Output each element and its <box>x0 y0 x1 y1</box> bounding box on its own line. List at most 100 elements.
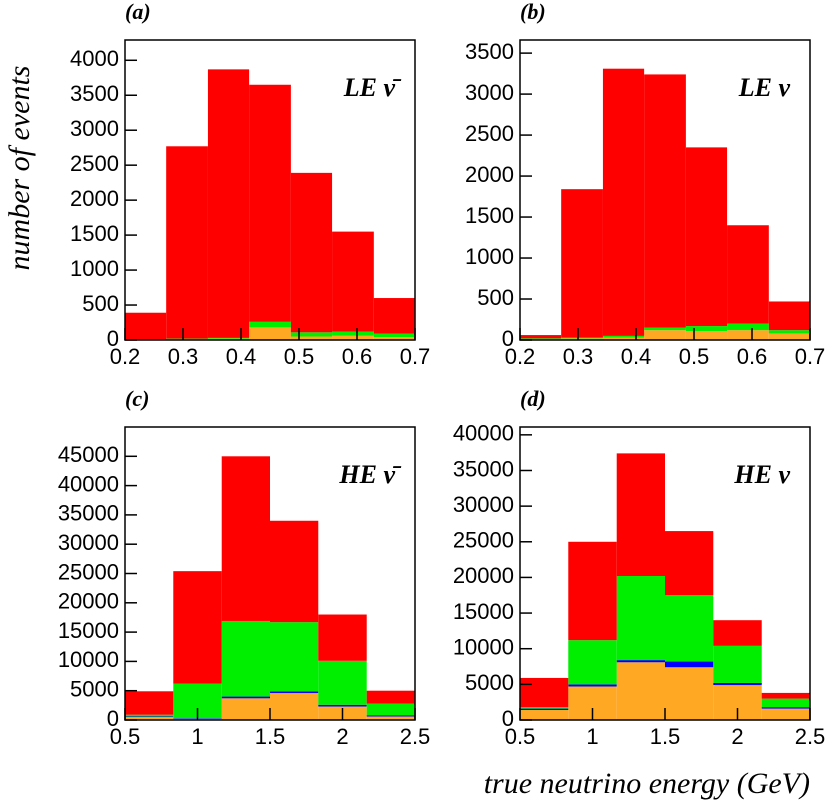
y-tick-label: 20000 <box>453 563 514 588</box>
histogram-bar <box>207 337 250 339</box>
x-tick-label: 0.4 <box>226 344 257 369</box>
y-tick-label: 25000 <box>58 559 119 584</box>
x-tick-label: 0.5 <box>110 724 141 749</box>
histogram-bar <box>373 333 415 338</box>
y-tick-label: 25000 <box>453 528 514 553</box>
annotation: LE ν̄ <box>343 73 402 102</box>
x-tick-label: 0.5 <box>284 344 315 369</box>
histogram-bar <box>290 172 333 333</box>
y-tick-label: 45000 <box>58 442 119 467</box>
x-tick-label: 0.2 <box>505 344 536 369</box>
histogram-bar <box>768 333 810 340</box>
histogram-bar <box>318 704 367 707</box>
x-tick-label: 1 <box>191 724 203 749</box>
histogram-bar <box>249 327 291 340</box>
y-tick-label: 10000 <box>58 647 119 672</box>
x-tick-label: 0.2 <box>110 344 141 369</box>
x-tick-label: 0.6 <box>342 344 373 369</box>
annotation: HE ν̄ <box>338 460 402 489</box>
histogram-bar <box>125 691 174 715</box>
y-tick-label: 1500 <box>70 221 119 246</box>
histogram-bar <box>761 708 810 720</box>
y-tick-label: 20000 <box>58 589 119 614</box>
histogram-bar <box>366 715 415 717</box>
histogram-bar <box>221 456 270 621</box>
y-tick-label: 1500 <box>465 203 514 228</box>
y-tick-label: 2000 <box>70 186 119 211</box>
histogram-bar <box>290 332 333 337</box>
histogram-bar <box>761 707 810 709</box>
y-tick-label: 15000 <box>58 618 119 643</box>
y-tick-label: 40000 <box>453 421 514 446</box>
x-tick-label: 0.5 <box>679 344 710 369</box>
histogram-bar <box>768 330 810 334</box>
histogram-bar <box>366 716 415 720</box>
y-tick-label: 1000 <box>465 244 514 269</box>
histogram-bar <box>568 541 617 641</box>
histogram-bar <box>713 645 762 683</box>
y-tick-label: 40000 <box>58 471 119 496</box>
x-tick-label: 1 <box>586 724 598 749</box>
histogram-bar <box>520 335 562 339</box>
histogram-bar <box>644 330 686 340</box>
histogram-bar <box>727 225 769 324</box>
histogram-bar <box>644 327 686 331</box>
histogram-bar <box>173 571 222 684</box>
histogram-bar <box>520 677 569 708</box>
y-tick-label: 35000 <box>453 456 514 481</box>
histogram-bar <box>665 667 714 720</box>
histogram-bar <box>270 693 319 720</box>
histogram-bar <box>166 146 208 339</box>
panel-title: (a) <box>125 0 151 24</box>
histogram-bar <box>665 531 714 596</box>
histogram-bar <box>318 660 367 705</box>
x-tick-label: 2.5 <box>795 724 826 749</box>
y-tick-label: 15000 <box>453 599 514 624</box>
histogram-bar <box>318 614 367 661</box>
y-tick-label: 3000 <box>465 80 514 105</box>
x-tick-label: 2.5 <box>400 724 431 749</box>
histogram-bar <box>249 84 291 322</box>
histogram-bar <box>616 575 665 661</box>
y-tick-label: 4000 <box>70 46 119 71</box>
histogram-bar <box>221 698 270 720</box>
y-tick-label: 5000 <box>465 670 514 695</box>
histogram-bar <box>602 335 645 338</box>
x-tick-label: 0.7 <box>400 344 431 369</box>
histogram-bar <box>685 147 728 327</box>
histogram-bar <box>761 698 810 708</box>
histogram-bar <box>125 717 174 720</box>
histogram-bar <box>561 189 603 338</box>
x-tick-label: 0.4 <box>621 344 652 369</box>
panel-title: (c) <box>125 386 149 411</box>
x-tick-label: 0.5 <box>505 724 536 749</box>
y-tick-label: 2500 <box>465 121 514 146</box>
histogram-bar <box>644 74 686 328</box>
plot-frame <box>519 39 811 341</box>
y-tick-label: 3500 <box>70 81 119 106</box>
histogram-bar <box>520 710 569 720</box>
x-tick-label: 0.3 <box>563 344 594 369</box>
x-tick-label: 1.5 <box>650 724 681 749</box>
histogram-bar <box>366 703 415 716</box>
histogram-bar <box>166 338 208 340</box>
y-tick-label: 10000 <box>453 635 514 660</box>
histogram-bar <box>616 453 665 576</box>
y-tick-label: 1000 <box>70 256 119 281</box>
histogram-bar <box>125 714 174 717</box>
histogram-bar <box>713 620 762 646</box>
annotation: HE ν <box>733 460 790 489</box>
histogram-bar <box>332 331 374 336</box>
histogram-bar <box>207 69 250 338</box>
x-tick-label: 0.6 <box>737 344 768 369</box>
y-tick-label: 500 <box>82 291 119 316</box>
histogram-bar <box>125 716 174 718</box>
y-tick-label: 5000 <box>70 677 119 702</box>
y-tick-label: 0 <box>107 706 119 731</box>
histogram-bar <box>290 336 333 340</box>
histogram-bar <box>713 682 762 686</box>
y-tick-label: 30000 <box>58 530 119 555</box>
panel-title: (d) <box>520 386 546 411</box>
histogram-bar <box>685 326 728 331</box>
